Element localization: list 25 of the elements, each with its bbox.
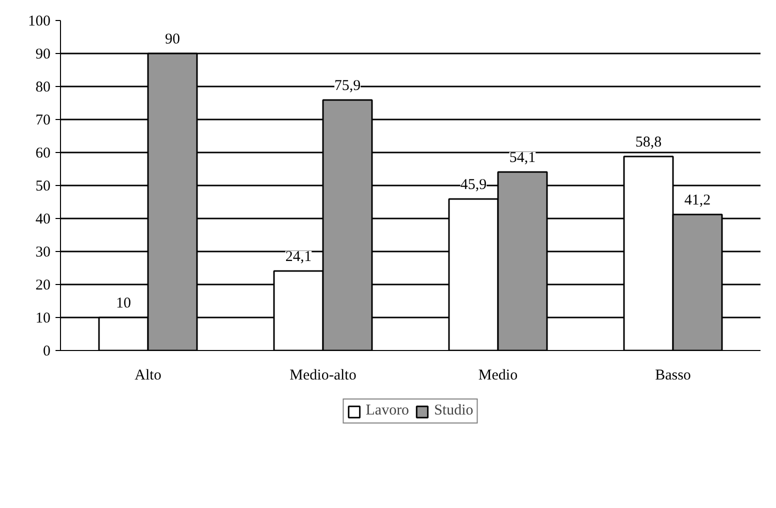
y-tick-label: 60 [36,146,50,162]
x-tick-label: Alto [134,368,162,384]
data-label: 41,2 [684,192,711,209]
y-tick-label: 10 [36,310,50,326]
data-label: 90 [165,32,180,48]
data-label: 45,9 [460,177,487,194]
y-tick-label: 90 [36,46,50,62]
legend-label: Studio [434,402,474,420]
x-tick-label: Medio [478,368,518,384]
data-label: 54,1 [509,150,536,166]
y-tick-label: 40 [36,212,50,228]
x-tick-label: Basso [655,368,691,384]
y-tick-label: 100 [28,14,50,30]
y-tick-label: 70 [36,112,50,128]
legend-label: Lavoro [366,402,410,420]
y-tick-label: 80 [36,80,50,96]
data-label: 58,8 [635,134,662,150]
data-label: 24,1 [285,248,312,265]
data-label: 10 [116,296,131,312]
y-tick-label: 0 [43,344,50,360]
y-tick-label: 30 [36,244,50,260]
data-label: 75,9 [334,78,361,94]
y-tick-label: 50 [36,178,50,194]
y-tick-label: 20 [36,278,50,294]
x-tick-label: Medio-alto [290,368,356,384]
